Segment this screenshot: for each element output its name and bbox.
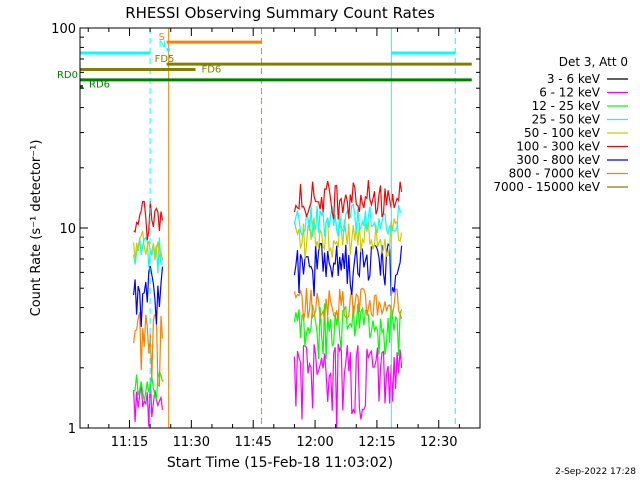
legend-label-300-800-kev: 300 - 800 keV xyxy=(516,153,600,167)
y-tick-label-100: 100 xyxy=(51,22,76,37)
legend-label-25-50-kev: 25 - 50 keV xyxy=(532,113,601,127)
legend-label-3-6-kev: 3 - 6 keV xyxy=(547,72,601,86)
series-trace-6-12-kev-seg2 xyxy=(293,343,403,428)
series-trace-6-12-kev-seg1 xyxy=(133,377,164,427)
series-trace-300-800-kev-seg2 xyxy=(293,242,403,297)
series-trace-300-800-kev-seg1 xyxy=(133,265,164,327)
axes: 11:15 11:30 11:45 12:00 12:15 12:30 1 10 100 xyxy=(51,22,481,450)
x-axis-label: Start Time (15-Feb-18 11:03:02) xyxy=(167,455,393,471)
flag-label-s: S xyxy=(159,32,165,43)
series-trace-100-300-kev-seg2 xyxy=(293,180,403,220)
legend-label-50-100-kev: 50 - 100 keV xyxy=(524,126,601,140)
y-tick-label-10: 10 xyxy=(59,222,76,237)
series-trace-100-300-kev-seg1 xyxy=(133,200,164,241)
legend-title: Det 3, Att 0 xyxy=(559,55,628,69)
series-trace-800-7000-kev-seg2 xyxy=(293,287,403,321)
series-trace-50-100-kev-seg1 xyxy=(133,230,164,261)
x-tick-label-12:00: 12:00 xyxy=(296,435,333,450)
date-stamp: 2-Sep-2022 17:28 xyxy=(555,467,636,477)
flag-label-rd0: RD0 xyxy=(57,70,78,81)
flag-label-n: N xyxy=(159,40,166,51)
legend-label-6-12-kev: 6 - 12 keV xyxy=(539,86,601,100)
flag-label-fd5: FD5 xyxy=(155,54,175,65)
flag-label-rd6: RD6 xyxy=(89,79,110,90)
legend-label-800-7000-kev: 800 - 7000 keV xyxy=(509,167,601,181)
flag-label-fd6: FD6 xyxy=(201,65,221,76)
legend-label-7000-15000-kev: 7000 - 15000 keV xyxy=(493,180,600,194)
x-tick-label-11:15: 11:15 xyxy=(111,435,148,450)
series-trace-800-7000-kev-seg1 xyxy=(133,312,164,388)
chart-title: RHESSI Observing Summary Count Rates xyxy=(125,4,435,22)
legend-label-12-25-kev: 12 - 25 keV xyxy=(532,99,601,113)
flag-bars: SN FD5 FD6 RD0 RD6 xyxy=(57,28,472,428)
x-tick-label-11:45: 11:45 xyxy=(234,435,271,450)
x-tick-label-12:15: 12:15 xyxy=(358,435,395,450)
y-tick-label-1: 1 xyxy=(68,422,76,437)
plot-area xyxy=(133,180,403,428)
legend-label-100-300-kev: 100 - 300 keV xyxy=(516,140,600,154)
y-axis-label: Count Rate (s⁻¹ detector⁻¹) xyxy=(29,140,44,317)
x-tick-label-12:30: 12:30 xyxy=(420,435,457,450)
x-tick-label-11:30: 11:30 xyxy=(173,435,210,450)
